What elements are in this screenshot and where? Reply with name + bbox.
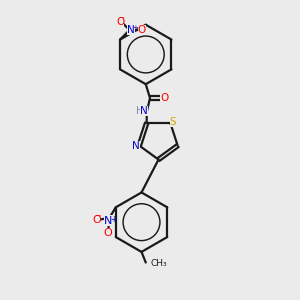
Text: N: N [140, 106, 148, 116]
Text: N: N [132, 141, 140, 151]
Text: S: S [170, 117, 176, 127]
Text: O: O [160, 93, 168, 103]
Text: −: − [94, 211, 101, 220]
Text: CH₃: CH₃ [151, 259, 167, 268]
Text: O: O [138, 25, 146, 35]
Text: +: + [133, 25, 138, 31]
Text: −: − [118, 15, 124, 21]
Text: +: + [110, 215, 116, 224]
Text: N: N [104, 216, 112, 226]
Text: O: O [103, 228, 112, 238]
Text: N: N [127, 25, 135, 34]
Text: O: O [92, 215, 101, 225]
Text: H: H [136, 106, 144, 116]
Text: O: O [116, 16, 124, 27]
